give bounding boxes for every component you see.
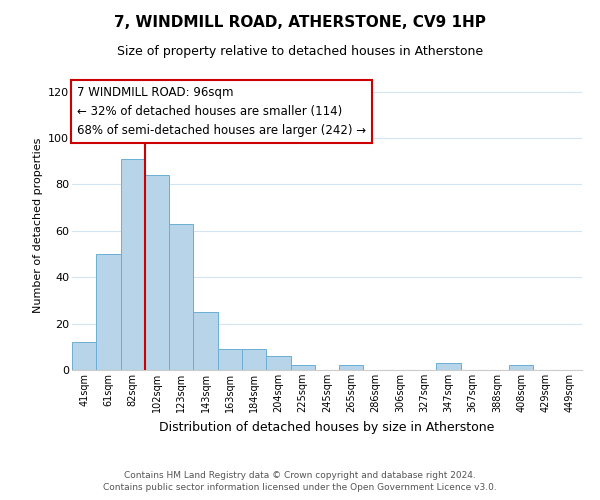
Text: Contains HM Land Registry data © Crown copyright and database right 2024.
Contai: Contains HM Land Registry data © Crown c… [103, 471, 497, 492]
Bar [121, 159, 145, 370]
Text: 7 WINDMILL ROAD: 96sqm
← 32% of detached houses are smaller (114)
68% of semi-de: 7 WINDMILL ROAD: 96sqm ← 32% of detached… [77, 86, 366, 137]
Bar [339, 366, 364, 370]
Bar [218, 349, 242, 370]
Bar [72, 342, 96, 370]
Bar [509, 366, 533, 370]
X-axis label: Distribution of detached houses by size in Atherstone: Distribution of detached houses by size … [160, 420, 494, 434]
Bar [290, 366, 315, 370]
Bar [169, 224, 193, 370]
Bar [193, 312, 218, 370]
Text: 7, WINDMILL ROAD, ATHERSTONE, CV9 1HP: 7, WINDMILL ROAD, ATHERSTONE, CV9 1HP [114, 15, 486, 30]
Bar [266, 356, 290, 370]
Bar [145, 175, 169, 370]
Bar [96, 254, 121, 370]
Text: Size of property relative to detached houses in Atherstone: Size of property relative to detached ho… [117, 45, 483, 58]
Bar [242, 349, 266, 370]
Y-axis label: Number of detached properties: Number of detached properties [32, 138, 43, 312]
Bar [436, 363, 461, 370]
